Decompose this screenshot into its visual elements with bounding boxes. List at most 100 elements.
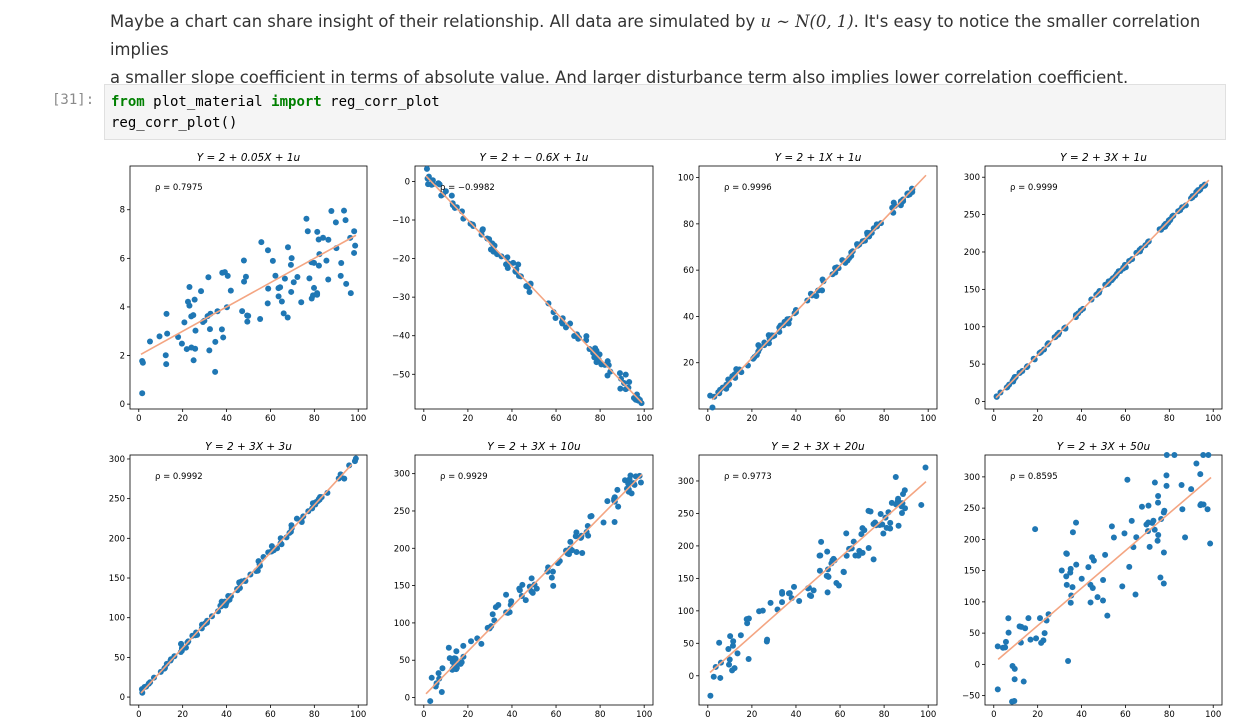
data-point — [1104, 612, 1111, 619]
chart-title: Y = 2 + 3X + 3u — [205, 441, 292, 453]
rho-annotation: ρ = 0.9992 — [155, 472, 203, 482]
data-point — [764, 636, 771, 643]
data-point — [241, 278, 248, 285]
data-point — [265, 285, 272, 292]
y-tick-label: 6 — [120, 254, 125, 264]
x-tick-label: 40 — [507, 710, 518, 720]
data-point — [729, 642, 736, 649]
y-tick-label: 300 — [678, 477, 694, 487]
data-point — [1069, 529, 1076, 536]
data-point — [726, 661, 733, 668]
data-point — [423, 165, 430, 172]
x-tick-label: 100 — [920, 414, 936, 424]
data-point — [1163, 482, 1170, 489]
data-point — [446, 655, 453, 662]
data-point — [258, 239, 265, 246]
data-point — [526, 289, 533, 296]
plot-frame — [129, 165, 368, 410]
data-point — [1161, 507, 1168, 514]
data-point — [428, 674, 435, 681]
y-tick-label: 4 — [120, 303, 125, 313]
data-point — [877, 510, 884, 517]
code-cell[interactable]: from plot_material import reg_corr_plot … — [104, 84, 1226, 140]
data-point — [751, 353, 758, 360]
data-point — [887, 525, 894, 532]
data-point — [1160, 549, 1167, 556]
data-point — [510, 259, 517, 266]
data-point — [1078, 575, 1085, 582]
data-point — [495, 602, 502, 609]
y-tick-label: −10 — [392, 216, 410, 226]
data-point — [816, 567, 823, 574]
y-tick-label: −20 — [392, 255, 410, 265]
data-point — [824, 548, 831, 555]
data-point — [1154, 537, 1161, 544]
chart-title: Y = 2 + 3X + 50u — [1057, 441, 1151, 453]
data-point — [637, 479, 644, 486]
data-point — [900, 198, 907, 205]
data-point — [1126, 563, 1133, 570]
x-tick-label: 100 — [1205, 710, 1221, 720]
data-point — [290, 279, 297, 286]
data-point — [314, 291, 321, 298]
data-point — [1182, 534, 1189, 541]
data-point — [1200, 452, 1207, 458]
data-point — [1145, 519, 1152, 526]
y-tick-label: −50 — [392, 370, 410, 380]
data-point — [727, 633, 734, 640]
data-point — [709, 404, 716, 411]
data-point — [278, 298, 285, 305]
data-point — [895, 522, 902, 529]
data-point — [731, 665, 738, 672]
data-point — [1179, 506, 1186, 513]
data-point — [1063, 550, 1070, 557]
data-point — [870, 225, 877, 232]
data-point — [163, 361, 170, 368]
data-point — [351, 458, 358, 465]
plot-frame — [698, 165, 938, 410]
data-point — [1011, 676, 1018, 683]
data-point — [611, 518, 618, 525]
data-point — [311, 284, 318, 291]
data-point — [460, 642, 467, 649]
data-point — [898, 510, 905, 517]
data-point — [533, 585, 540, 592]
keyword-import: import — [271, 94, 322, 110]
x-tick-label: 80 — [595, 414, 606, 424]
data-point — [287, 261, 294, 268]
data-point — [264, 300, 271, 307]
data-point — [150, 674, 157, 681]
code-editor[interactable]: from plot_material import reg_corr_plot … — [111, 92, 440, 134]
y-tick-label: 200 — [964, 248, 980, 258]
data-point — [453, 648, 460, 655]
data-point — [785, 590, 792, 597]
data-point — [1073, 561, 1080, 568]
data-point — [1205, 452, 1212, 458]
rho-annotation: ρ = 0.9929 — [440, 472, 488, 482]
data-point — [288, 288, 295, 295]
data-point — [338, 260, 345, 267]
data-point — [183, 346, 190, 353]
data-point — [341, 475, 348, 482]
data-point — [425, 181, 432, 188]
data-point — [156, 333, 163, 340]
data-point — [627, 472, 634, 479]
x-tick-label: 80 — [1164, 710, 1175, 720]
x-tick-label: 80 — [879, 710, 890, 720]
data-point — [255, 558, 262, 565]
x-tick-label: 40 — [1076, 414, 1087, 424]
y-tick-label: 200 — [678, 542, 694, 552]
chart-panel: Y = 2 + 3X + 10u 0 20 40 60 80 100 0 50 100 150 200… — [394, 441, 654, 720]
x-tick-label: 80 — [595, 710, 606, 720]
data-point — [448, 192, 455, 199]
data-point — [256, 562, 263, 569]
math-expression: u ∼ N(0, 1) — [760, 12, 854, 31]
y-tick-label: 0 — [120, 693, 125, 703]
data-point — [442, 188, 449, 195]
data-point — [1063, 581, 1070, 588]
data-point — [191, 296, 198, 303]
x-tick-label: 20 — [462, 710, 473, 720]
regression-line — [140, 463, 353, 694]
y-tick-label: −30 — [392, 293, 410, 303]
data-point — [820, 278, 827, 285]
